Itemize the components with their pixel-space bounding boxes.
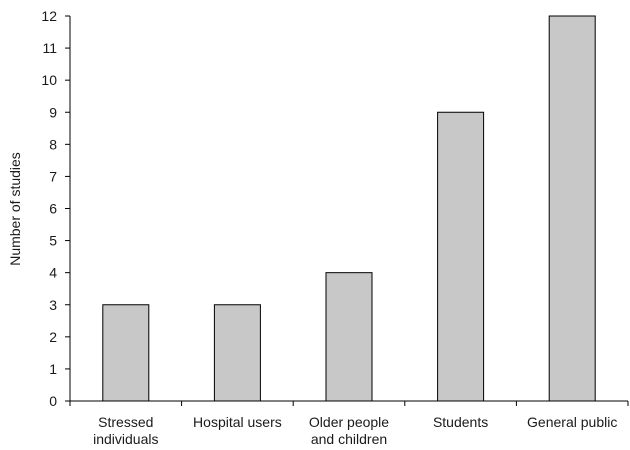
x-tick-label-line: Stressed (98, 414, 153, 430)
bar (548, 15, 596, 402)
y-tick-label: 8 (49, 136, 57, 152)
bar (102, 304, 150, 402)
y-tick-label: 10 (41, 72, 57, 88)
y-tick-label: 7 (49, 168, 57, 184)
bars-group (102, 15, 596, 402)
y-tick-label: 5 (49, 233, 57, 249)
x-tick-label-line: Older people (309, 414, 389, 430)
bar (213, 304, 261, 402)
y-tick-label: 9 (49, 104, 57, 120)
x-tick-label: Older people and children (309, 414, 389, 447)
y-axis-title: Number of studies (7, 152, 23, 266)
x-tick-label: Students (433, 414, 488, 430)
y-tick-label: 1 (49, 361, 57, 377)
x-tick-label-line: individuals (93, 431, 158, 447)
y-tick-label: 2 (49, 329, 57, 345)
x-tick-label: Stressed individuals (93, 414, 158, 447)
bar (325, 272, 373, 402)
x-tick-label: General public (527, 414, 617, 430)
x-tick-label-line: General public (527, 414, 617, 430)
x-tick-label-line: and children (311, 431, 387, 447)
x-axis: Stressed individuals Hospital users Older p… (69, 401, 629, 447)
bar (437, 111, 485, 402)
y-tick-label: 11 (42, 40, 57, 56)
y-tick-label: 4 (49, 265, 57, 281)
x-tick-label-line: Students (433, 414, 488, 430)
x-tick-label-line: Hospital users (193, 414, 282, 430)
y-tick-label: 6 (49, 201, 57, 217)
y-tick-label: 0 (49, 393, 57, 409)
x-tick-label: Hospital users (193, 414, 282, 430)
y-tick-label: 12 (41, 8, 57, 24)
y-tick-label: 3 (49, 297, 57, 313)
